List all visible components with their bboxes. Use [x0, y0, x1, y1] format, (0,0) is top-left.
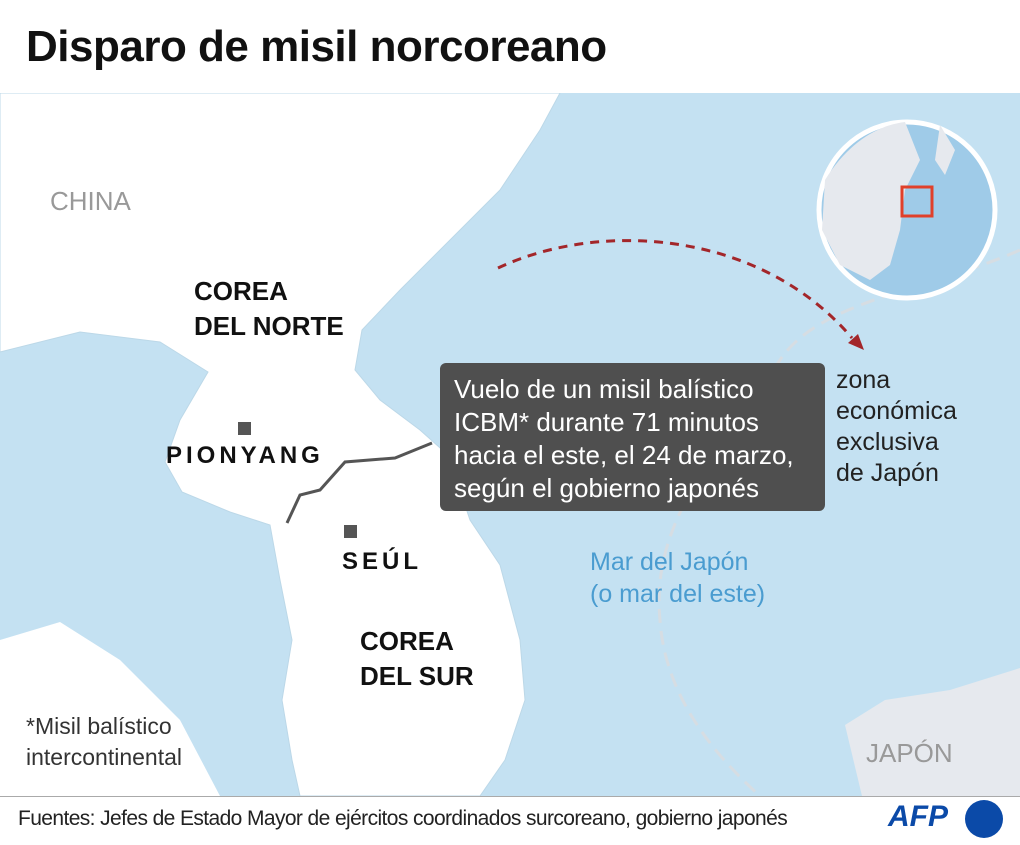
land-shandong	[0, 622, 220, 796]
label-north-korea-2: DEL NORTE	[194, 311, 344, 341]
sea-line: (o mar del este)	[590, 580, 766, 608]
label-japan: JAPÓN	[866, 738, 953, 768]
label-pyongyang: PIONYANG	[166, 442, 324, 469]
label-eez: zona económica exclusiva de Japón	[836, 365, 957, 489]
trajectory-arc	[497, 239, 854, 339]
land-china-korea	[0, 93, 561, 796]
footnote: *Misil balístico intercontinental	[26, 711, 182, 773]
eez-line: zona	[836, 366, 891, 394]
label-north-korea-1: COREA	[194, 276, 288, 306]
missile-callout: Vuelo de un misil balístico ICBM* durant…	[440, 363, 825, 511]
footnote-line: intercontinental	[26, 744, 182, 770]
eez-line: económica	[836, 397, 957, 425]
sea-line: Mar del Japón	[590, 548, 749, 576]
afp-logo-dot	[965, 800, 1003, 838]
sources: Fuentes: Jefes de Estado Mayor de ejérci…	[18, 807, 788, 830]
afp-logo: AFP	[888, 800, 948, 833]
label-south-korea-2: DEL SUR	[360, 661, 474, 691]
footer: Fuentes: Jefes de Estado Mayor de ejérci…	[0, 796, 1020, 845]
label-china: CHINA	[50, 186, 131, 216]
label-seoul: SEÚL	[342, 548, 423, 575]
locator-globe	[816, 119, 998, 301]
trajectory-arrowhead	[848, 334, 864, 350]
map	[0, 93, 1020, 796]
footnote-line: *Misil balístico	[26, 713, 172, 739]
land-japan	[845, 668, 1020, 796]
label-south-korea-1: COREA	[360, 626, 454, 656]
capital-marker-pyongyang	[238, 422, 251, 435]
eez-line: de Japón	[836, 459, 939, 487]
eez-line: exclusiva	[836, 428, 939, 456]
locator-box	[900, 185, 934, 218]
capital-marker-seoul	[344, 525, 357, 538]
page-title: Disparo de misil norcoreano	[26, 22, 607, 71]
missile-launch-path	[285, 441, 433, 524]
label-sea-of-japan: Mar del Japón (o mar del este)	[590, 546, 765, 610]
